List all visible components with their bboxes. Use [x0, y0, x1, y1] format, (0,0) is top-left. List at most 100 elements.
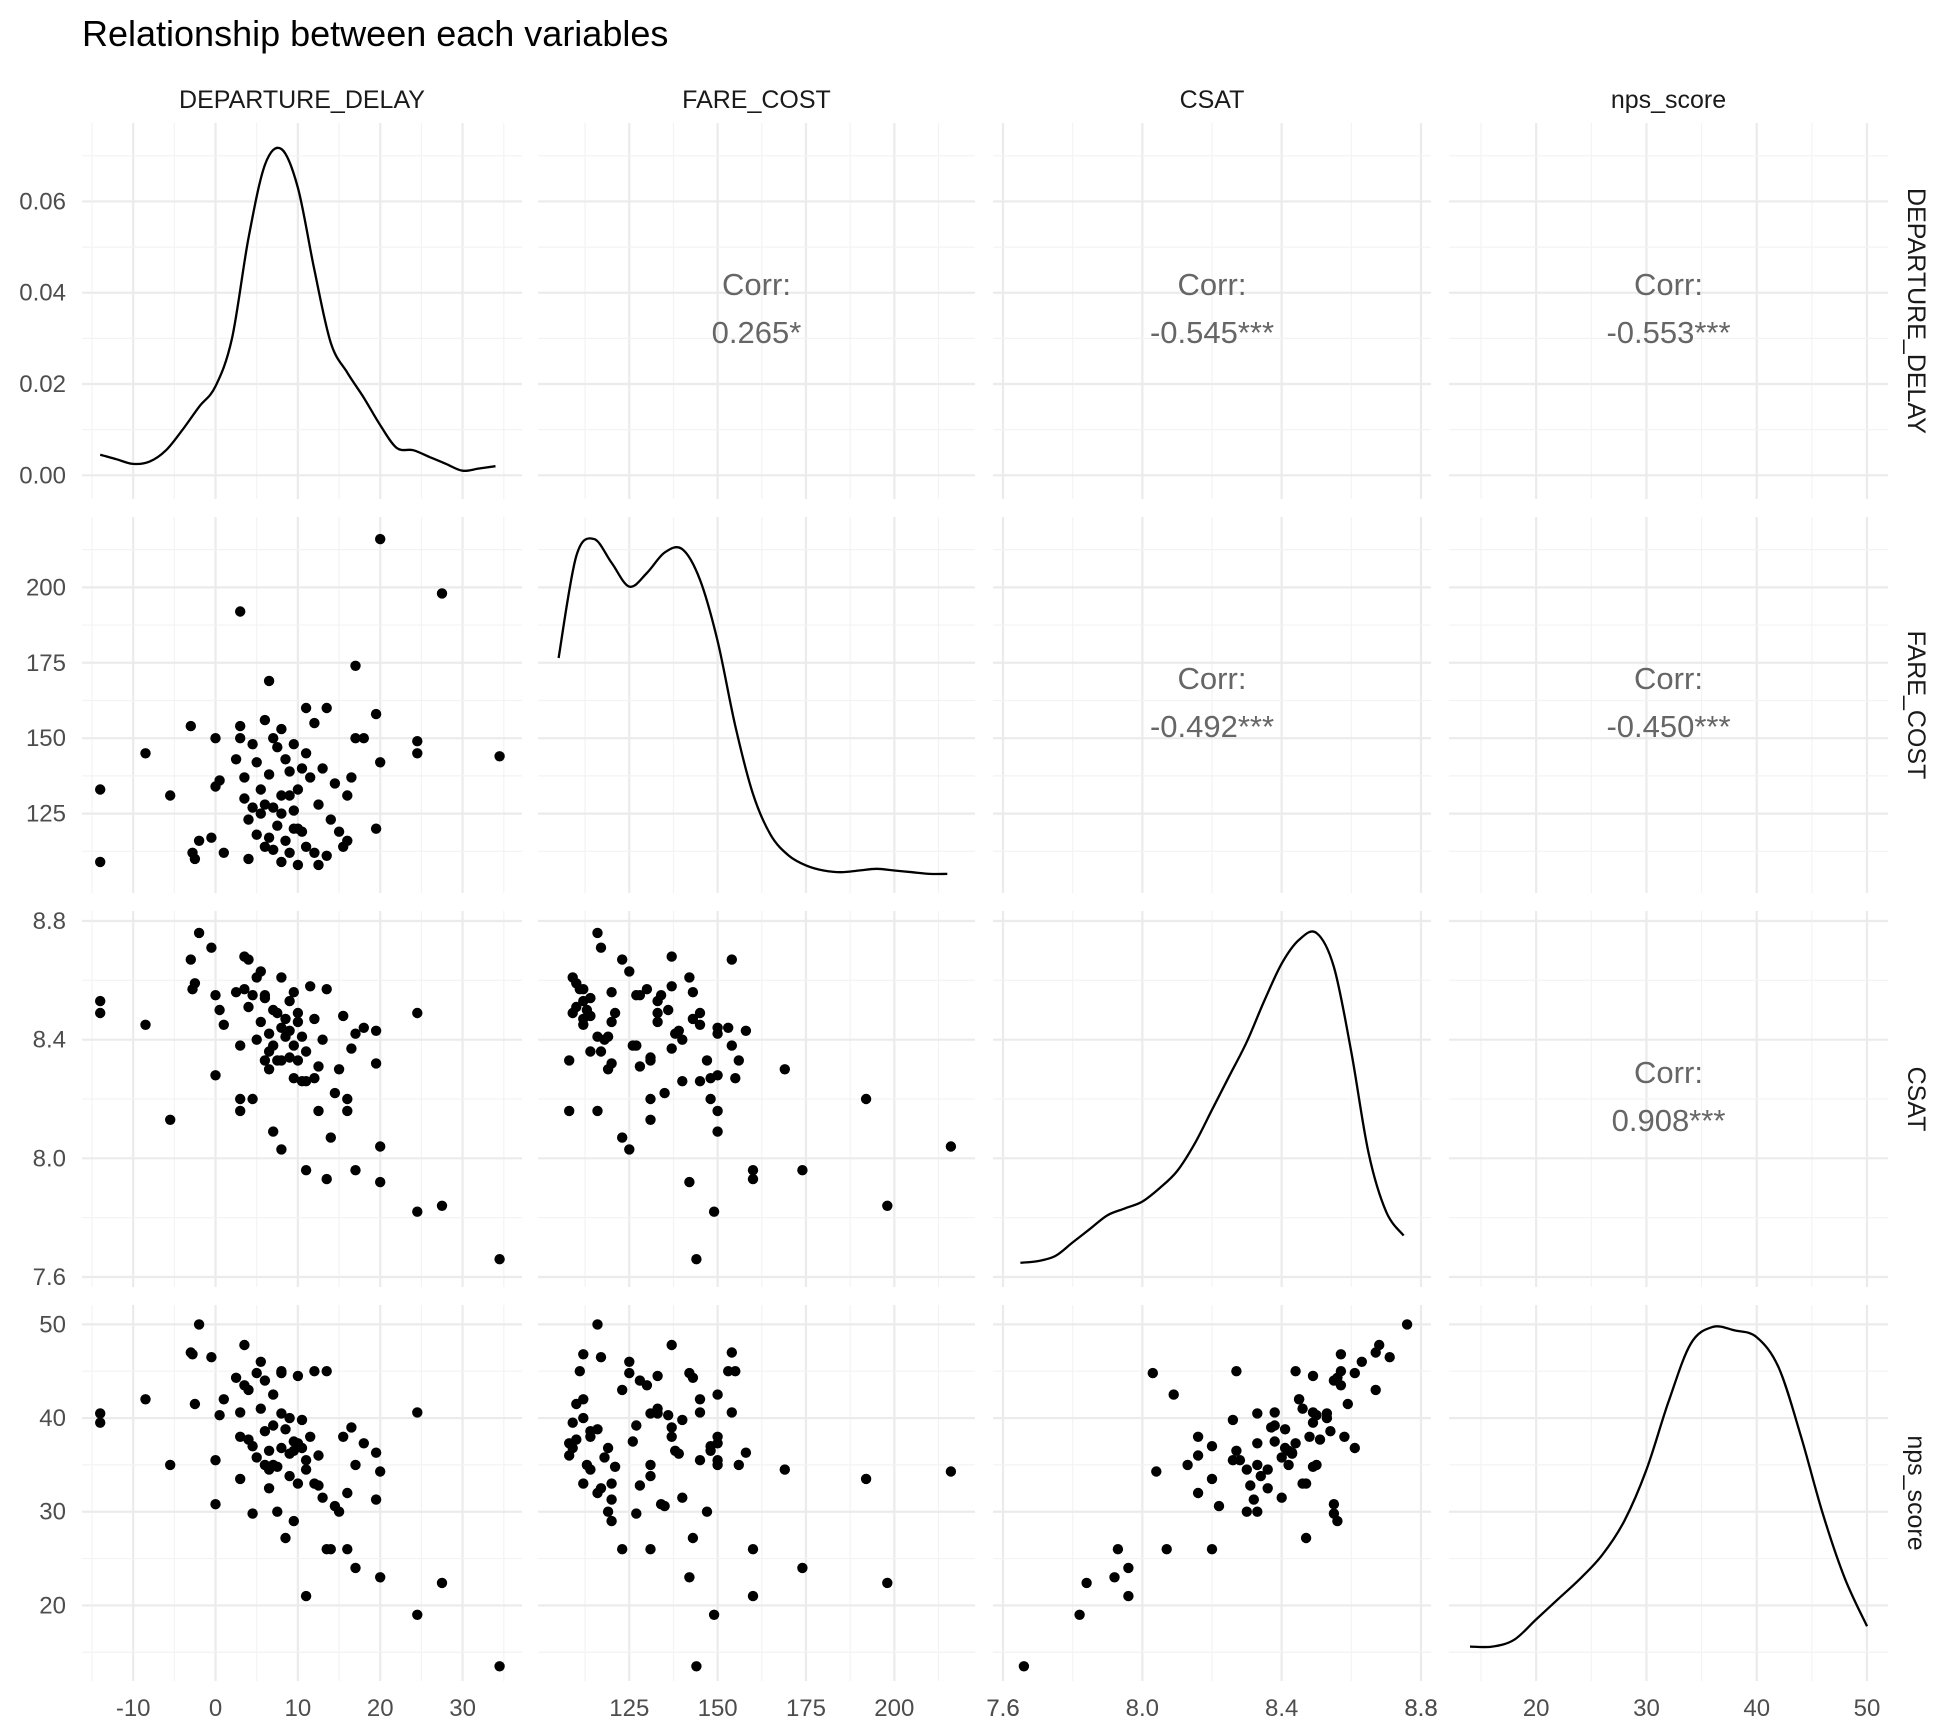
- scatter-point: [296, 1442, 308, 1454]
- scatter-point: [185, 720, 196, 732]
- scatter-point: [218, 847, 229, 858]
- scatter-point: [659, 1087, 670, 1099]
- scatter-point: [272, 1007, 283, 1019]
- scatter-point: [370, 1494, 382, 1505]
- scatter-point: [677, 1076, 688, 1087]
- scatter-point: [251, 757, 262, 768]
- scatter-point: [235, 1407, 246, 1418]
- chart-title: Relationship between each variables: [82, 13, 668, 54]
- scatter-point: [882, 1577, 893, 1589]
- scatter-point: [235, 733, 246, 744]
- scatter-point: [726, 954, 737, 965]
- scatter-point: [165, 1114, 176, 1126]
- scatter-point: [1213, 1500, 1225, 1512]
- scatter-point: [251, 1367, 262, 1379]
- scatter-point: [210, 1499, 221, 1510]
- scatter-point: [494, 1661, 505, 1672]
- scatter-point: [712, 1022, 723, 1033]
- y-tick-label: 7.6: [33, 1264, 66, 1291]
- scatter-point: [247, 802, 258, 813]
- scatter-point: [255, 1403, 266, 1414]
- scatter-point: [606, 1494, 617, 1505]
- scatter-point: [276, 1022, 287, 1033]
- scatter-point: [350, 1028, 361, 1039]
- scatter-point: [296, 763, 308, 774]
- y-tick-label: 30: [39, 1499, 66, 1526]
- scatter-point: [268, 802, 279, 813]
- x-tick-label: 20: [367, 1695, 394, 1722]
- correlation-value: -0.492***: [1150, 709, 1274, 744]
- row-strip-label: nps_score: [1902, 1435, 1930, 1550]
- scatter-point: [571, 1001, 582, 1013]
- scatter-point: [617, 954, 628, 965]
- scatter-point: [259, 992, 271, 1004]
- scatter-point: [239, 984, 250, 995]
- scatter-point: [712, 1126, 723, 1137]
- scatter-point: [292, 1478, 304, 1489]
- x-tick-label: 8.4: [1265, 1695, 1298, 1722]
- scatter-point: [268, 733, 279, 744]
- y-tick-label: 0.06: [19, 188, 66, 215]
- scatter-point: [730, 1073, 741, 1084]
- scatter-point: [1328, 1499, 1340, 1510]
- scatter-point: [595, 1352, 607, 1363]
- scatter-point: [595, 942, 607, 953]
- scatter-point: [263, 1064, 275, 1075]
- scatter-point: [317, 1034, 328, 1045]
- scatter-point: [691, 1661, 702, 1672]
- scatter-point: [350, 733, 361, 744]
- scatter-point: [313, 1450, 324, 1461]
- scatter-point: [268, 1126, 279, 1137]
- y-tick-label: 0.02: [19, 371, 66, 398]
- scatter-point: [592, 927, 603, 939]
- scatter-point: [673, 1025, 684, 1037]
- x-tick-label: 8.8: [1404, 1695, 1437, 1722]
- scatter-point: [342, 1544, 353, 1555]
- scatter-point: [712, 1459, 723, 1471]
- y-tick-label: 40: [39, 1405, 66, 1432]
- scatter-point: [578, 1349, 589, 1360]
- scatter-point: [599, 1452, 610, 1463]
- scatter-point: [694, 1007, 706, 1019]
- labels-layer: DEPARTURE_DELAY FARE_COST CSAT nps_score DEP…: [19, 86, 1930, 1722]
- scatter-point: [412, 1206, 423, 1217]
- scatter-point: [606, 987, 617, 998]
- scatter-point: [677, 1492, 688, 1503]
- scatter-point: [214, 1004, 225, 1016]
- scatter-point: [284, 1025, 295, 1037]
- scatter-point: [239, 1380, 250, 1391]
- scatter-point: [606, 1515, 617, 1527]
- scatter-point: [578, 1478, 589, 1489]
- scatter-point: [779, 1064, 790, 1075]
- scatter-point: [1307, 1370, 1319, 1382]
- scatter-point: [95, 1408, 106, 1419]
- scatter-point: [726, 1040, 737, 1051]
- correlation-value: -0.545***: [1150, 315, 1274, 350]
- scatter-point: [346, 1422, 357, 1433]
- scatter-point: [585, 1426, 596, 1437]
- scatter-point: [1290, 1366, 1301, 1377]
- scatter-point: [606, 1058, 617, 1069]
- scatter-point: [280, 1532, 291, 1544]
- x-tick-label: -10: [116, 1695, 151, 1722]
- scatter-point: [276, 1055, 287, 1066]
- scatter-point: [860, 1473, 872, 1485]
- scatter-point: [564, 1450, 575, 1461]
- scatter-point: [305, 981, 316, 992]
- scatter-point: [235, 1040, 246, 1051]
- scatter-point: [255, 808, 266, 819]
- scatter-point: [370, 823, 382, 834]
- scatter-point: [309, 1366, 320, 1377]
- scatter-point: [652, 1007, 663, 1019]
- scatter-point: [694, 1407, 706, 1418]
- scatter-point: [255, 1356, 266, 1368]
- scatter-point: [263, 1028, 275, 1039]
- scatter-point: [280, 835, 291, 846]
- scatter-point: [1231, 1366, 1242, 1377]
- scatter-point: [187, 984, 198, 995]
- scatter-point: [687, 1013, 699, 1025]
- scatter-point: [564, 1105, 575, 1117]
- scatter-point: [251, 1452, 262, 1463]
- y-tick-label: 8.8: [33, 908, 66, 935]
- scatter-point: [305, 1431, 316, 1443]
